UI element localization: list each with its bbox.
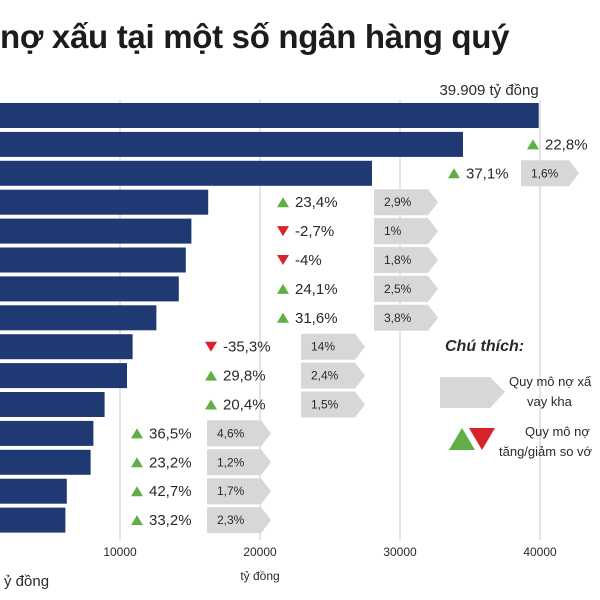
up-arrow-icon <box>131 515 143 526</box>
up-arrow-icon <box>205 399 217 410</box>
up-arrow-icon <box>527 139 539 150</box>
legend-arrow-text-2: tăng/giảm so vớ <box>499 444 593 459</box>
share-label: 1% <box>384 224 402 238</box>
share-label: 14% <box>311 340 335 354</box>
share-tag <box>207 420 271 447</box>
change-label: 24,1% <box>295 281 338 298</box>
change-label: -4% <box>295 252 322 269</box>
up-arrow-icon <box>131 486 143 497</box>
change-label: 42,7% <box>149 483 192 500</box>
bar <box>0 189 209 215</box>
legend-arrow-text-1: Quy mô nợ <box>525 424 590 439</box>
change-label: -35,3% <box>223 339 271 356</box>
change-label: 36,5% <box>149 425 192 442</box>
up-arrow-icon <box>277 283 289 294</box>
legend-tag-text-2: vay kha <box>527 394 573 409</box>
share-tag <box>301 391 365 418</box>
x-tick-label: 10000 <box>103 545 137 559</box>
bar <box>0 334 133 360</box>
bar <box>0 363 127 389</box>
legend-down-icon <box>469 428 495 450</box>
change-label: 33,2% <box>149 512 192 529</box>
bar <box>0 276 179 302</box>
down-arrow-icon <box>277 255 289 265</box>
bar <box>0 103 539 128</box>
share-label: 3,8% <box>384 311 412 325</box>
change-label: 37,1% <box>466 165 509 182</box>
up-arrow-icon <box>131 457 143 468</box>
legend-up-icon <box>449 428 475 450</box>
change-label: 20,4% <box>223 397 266 414</box>
chart-title: nợ xấu tại một số ngân hàng quý <box>0 18 510 55</box>
share-label: 1,6% <box>531 166 559 180</box>
up-arrow-icon <box>277 197 289 208</box>
share-label: 2,4% <box>311 369 339 383</box>
x-unit-label: tỷ đồng <box>240 569 279 583</box>
share-tag <box>374 189 438 216</box>
change-label: -2,7% <box>295 223 334 240</box>
change-label: 29,8% <box>223 368 266 385</box>
bar <box>0 420 94 446</box>
share-label: 2,5% <box>384 282 412 296</box>
share-label: 1,7% <box>217 484 245 498</box>
share-label: 1,8% <box>384 253 412 267</box>
change-label: 23,4% <box>295 194 338 211</box>
down-arrow-icon <box>277 226 289 237</box>
bar <box>0 305 157 331</box>
share-tag <box>374 218 438 245</box>
share-tag <box>207 507 271 534</box>
change-label: 31,6% <box>295 310 338 327</box>
share-label: 2,3% <box>217 513 245 527</box>
up-arrow-icon <box>205 370 217 381</box>
bar <box>0 247 186 273</box>
bar <box>0 218 192 244</box>
up-arrow-icon <box>277 312 289 323</box>
bar <box>0 131 463 157</box>
bar <box>0 449 91 475</box>
legend-tag-text-1: Quy mô nợ xấ <box>509 374 592 389</box>
down-arrow-icon <box>205 341 217 352</box>
bottom-left-label: ỷ đồng <box>4 573 49 590</box>
up-arrow-icon <box>448 168 460 179</box>
x-tick-label: 40000 <box>523 545 557 559</box>
share-tag <box>301 362 365 389</box>
share-label: 4,6% <box>217 426 245 440</box>
top-value-label: 39.909 tỷ đồng <box>439 82 538 99</box>
bar <box>0 478 67 504</box>
share-label: 1,2% <box>217 455 245 469</box>
bar <box>0 160 372 186</box>
share-tag <box>301 333 365 360</box>
share-label: 1,5% <box>311 398 339 412</box>
bar <box>0 392 105 417</box>
share-label: 2,9% <box>384 195 412 209</box>
change-label: 22,8% <box>545 136 588 153</box>
share-tag <box>521 160 579 187</box>
legend-title: Chú thích: <box>445 338 524 355</box>
share-tag <box>374 304 438 331</box>
x-tick-label: 30000 <box>383 545 417 559</box>
share-tag <box>207 449 271 476</box>
share-tag <box>374 247 438 273</box>
change-label: 23,2% <box>149 454 192 471</box>
up-arrow-icon <box>131 428 143 439</box>
bar <box>0 507 66 533</box>
share-tag <box>207 478 271 505</box>
share-tag <box>374 275 438 302</box>
x-tick-label: 20000 <box>243 545 277 559</box>
legend-tag-swatch <box>440 377 505 408</box>
